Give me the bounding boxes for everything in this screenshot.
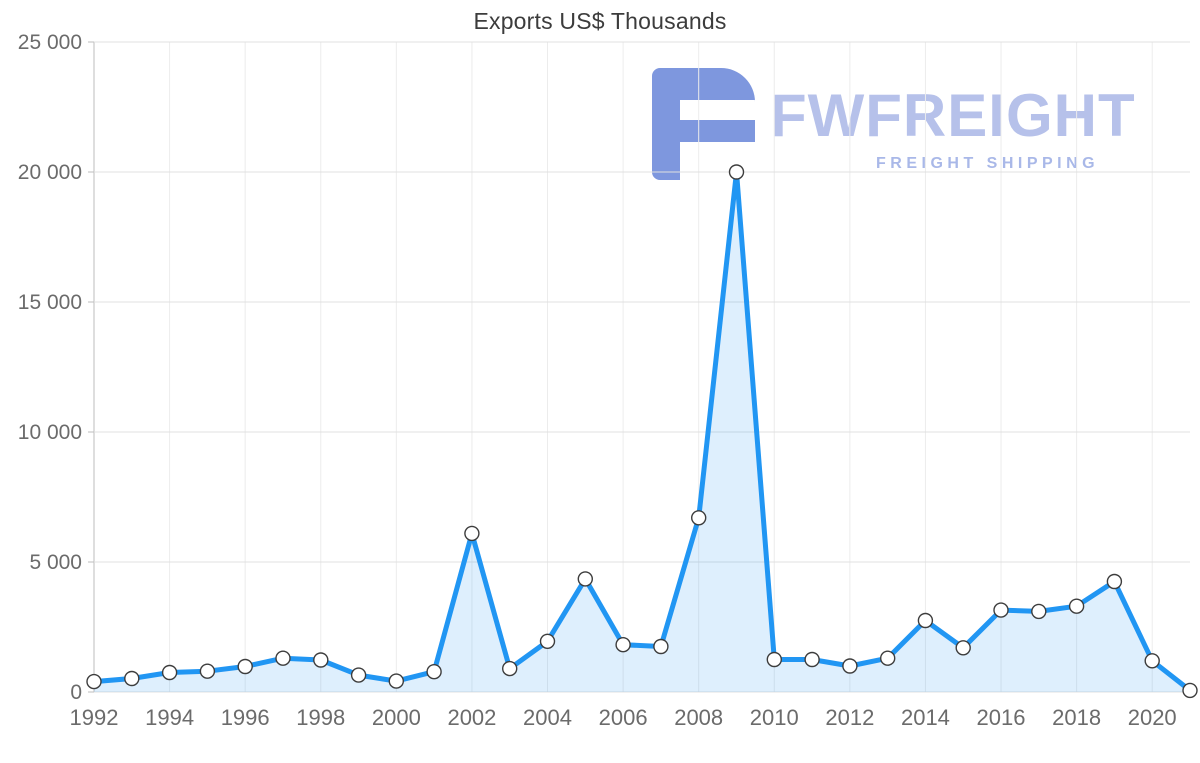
data-point <box>199 663 216 679</box>
x-axis-label: 2020 <box>1128 705 1177 730</box>
data-point <box>880 650 896 666</box>
y-axis-label: 10 000 <box>18 421 82 444</box>
data-point <box>1031 603 1047 620</box>
data-point <box>1144 653 1160 669</box>
data-point <box>275 650 291 666</box>
data-point <box>388 673 404 689</box>
x-axis-label: 1992 <box>70 705 119 730</box>
data-point <box>993 602 1009 618</box>
x-axis-label: 2016 <box>977 705 1026 730</box>
data-point <box>804 651 820 668</box>
y-axis-label: 5 000 <box>29 551 82 574</box>
data-point <box>313 652 329 668</box>
line-series <box>91 169 1193 693</box>
data-point <box>766 651 782 668</box>
data-point <box>615 637 631 653</box>
data-point <box>426 664 442 680</box>
data-point <box>86 673 102 690</box>
x-axis-label: 2010 <box>750 705 799 730</box>
x-axis-label: 2018 <box>1052 705 1101 730</box>
data-point <box>1182 682 1198 699</box>
x-axis-label: 1998 <box>296 705 345 730</box>
data-point <box>464 525 480 542</box>
data-point <box>124 670 140 687</box>
y-axis-label: 25 000 <box>18 31 82 54</box>
x-axis-label: 2012 <box>825 705 874 730</box>
x-axis-label: 2014 <box>901 705 950 730</box>
data-point <box>502 660 518 677</box>
x-axis-label: 2004 <box>523 705 572 730</box>
x-axis-label: 2002 <box>447 705 496 730</box>
data-point <box>577 571 593 587</box>
area-fill <box>94 172 1190 692</box>
y-axis-label: 15 000 <box>18 291 82 314</box>
x-axis-label: 2008 <box>674 705 723 730</box>
data-point <box>955 640 971 656</box>
data-point <box>539 633 556 649</box>
data-point <box>161 664 178 681</box>
data-point <box>653 638 669 655</box>
data-point <box>691 510 707 526</box>
data-point <box>917 612 934 629</box>
x-axis-label: 2000 <box>372 705 421 730</box>
chart-title: Exports US$ Thousands <box>473 8 727 34</box>
x-axis-label: 1994 <box>145 705 194 730</box>
data-point <box>1106 573 1123 590</box>
data-point <box>728 164 745 180</box>
data-point <box>842 658 858 674</box>
data-point <box>350 667 367 683</box>
data-point <box>237 658 253 675</box>
y-axis-label: 20 000 <box>18 161 82 184</box>
y-axis-label: 0 <box>70 681 82 704</box>
data-point <box>1068 598 1085 614</box>
x-axis-label: 1996 <box>221 705 270 730</box>
x-axis-label: 2006 <box>599 705 648 730</box>
